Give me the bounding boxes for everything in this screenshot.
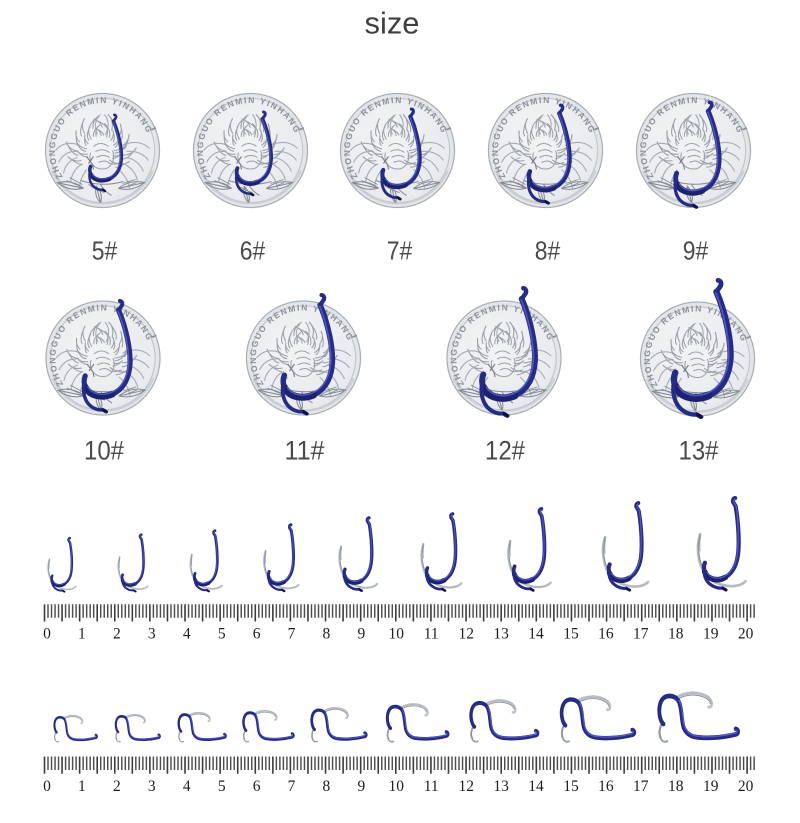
svg-text:17: 17	[633, 626, 649, 643]
svg-text:2: 2	[113, 778, 121, 795]
svg-text:18: 18	[668, 626, 684, 643]
svg-text:size: size	[365, 6, 420, 41]
svg-text:8: 8	[323, 778, 331, 795]
svg-text:13: 13	[493, 778, 509, 795]
svg-text:11: 11	[424, 626, 439, 643]
svg-text:12#: 12#	[485, 435, 525, 465]
svg-text:9#: 9#	[683, 235, 709, 265]
svg-text:10: 10	[389, 778, 405, 795]
svg-text:13: 13	[493, 626, 509, 643]
svg-text:9: 9	[358, 626, 366, 643]
svg-text:6: 6	[253, 778, 261, 795]
svg-text:0: 0	[43, 778, 51, 795]
svg-text:11: 11	[424, 778, 439, 795]
svg-text:3: 3	[148, 778, 156, 795]
svg-text:3: 3	[148, 626, 156, 643]
svg-text:0: 0	[43, 626, 51, 643]
svg-text:20: 20	[738, 626, 754, 643]
svg-text:16: 16	[598, 626, 614, 643]
svg-text:1: 1	[78, 778, 86, 795]
svg-text:10#: 10#	[84, 435, 124, 465]
svg-text:11#: 11#	[285, 435, 325, 465]
svg-text:5: 5	[218, 626, 226, 643]
svg-text:8#: 8#	[535, 235, 561, 265]
svg-text:8: 8	[323, 626, 331, 643]
svg-text:7#: 7#	[387, 235, 413, 265]
svg-text:19: 19	[703, 626, 719, 643]
svg-text:15: 15	[563, 778, 579, 795]
svg-text:5: 5	[218, 778, 226, 795]
svg-text:4: 4	[183, 778, 191, 795]
svg-text:4: 4	[183, 626, 191, 643]
svg-text:6#: 6#	[240, 235, 266, 265]
svg-text:9: 9	[358, 778, 366, 795]
svg-text:17: 17	[633, 778, 649, 795]
svg-text:14: 14	[528, 778, 544, 795]
svg-text:16: 16	[598, 778, 614, 795]
svg-text:15: 15	[563, 626, 579, 643]
svg-text:1: 1	[78, 626, 86, 643]
svg-text:19: 19	[703, 778, 719, 795]
svg-text:13#: 13#	[679, 435, 719, 465]
svg-text:20: 20	[738, 778, 754, 795]
svg-text:5#: 5#	[92, 235, 118, 265]
svg-text:6: 6	[253, 626, 261, 643]
svg-text:12: 12	[458, 778, 474, 795]
svg-text:7: 7	[288, 778, 296, 795]
svg-text:14: 14	[528, 626, 544, 643]
svg-text:7: 7	[288, 626, 296, 643]
svg-text:18: 18	[668, 778, 684, 795]
svg-text:10: 10	[389, 626, 405, 643]
svg-text:12: 12	[458, 626, 474, 643]
svg-text:2: 2	[113, 626, 121, 643]
